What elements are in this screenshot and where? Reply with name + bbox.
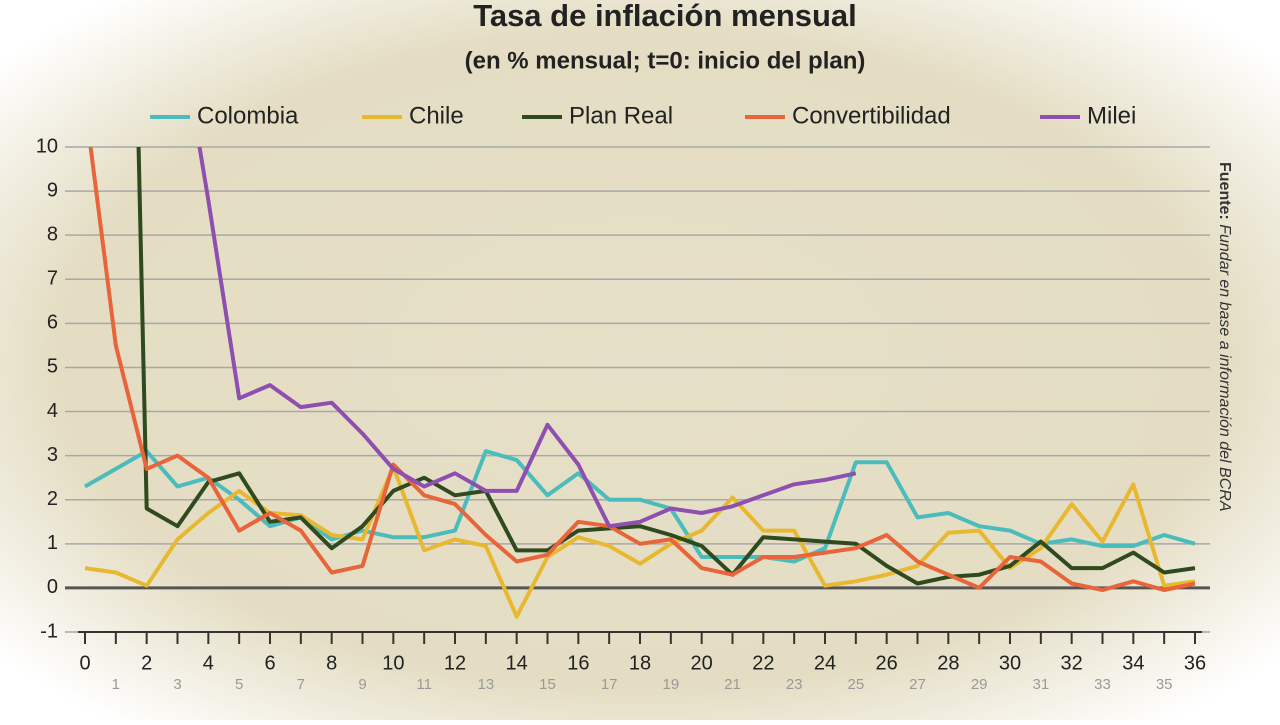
x-tick-label: 34	[1122, 652, 1144, 674]
x-tick-label: 6	[264, 652, 275, 674]
y-tick-label: 3	[47, 444, 58, 466]
plot-lines	[84, 147, 1196, 619]
y-tick-label: 1	[47, 532, 58, 554]
x-tick-label: 16	[567, 652, 589, 674]
x-tick-label: 32	[1061, 652, 1083, 674]
x-tick-label: 13	[477, 676, 494, 693]
x-tick-label: 17	[601, 676, 618, 693]
x-tick-label: 24	[814, 652, 836, 674]
source-text: Fundar en base a información del BCRA	[1216, 224, 1233, 511]
x-tick-label: 11	[416, 676, 432, 693]
x-tick-label: 4	[203, 652, 214, 674]
x-tick-label: 5	[235, 676, 243, 693]
axes: -101234567891001234567891011121314151617…	[36, 102, 1206, 693]
legend-label: Plan Real	[569, 102, 673, 129]
y-tick-label: 7	[47, 268, 58, 290]
x-tick-label: 36	[1184, 652, 1206, 674]
series-line	[197, 147, 857, 529]
x-tick-label: 12	[444, 652, 466, 674]
series-line	[88, 147, 1196, 593]
x-tick-label: 14	[506, 652, 528, 674]
x-tick-label: 27	[909, 676, 926, 693]
x-tick-label: 35	[1156, 676, 1173, 693]
x-tick-label: 20	[691, 652, 713, 674]
x-tick-label: 26	[876, 652, 898, 674]
x-tick-label: 1	[112, 676, 120, 693]
series-line	[136, 147, 1196, 586]
x-tick-label: 3	[173, 676, 181, 693]
legend-label: Convertibilidad	[792, 102, 951, 129]
x-tick-label: 9	[358, 676, 366, 693]
x-tick-label: 19	[662, 676, 679, 693]
y-tick-label: 2	[47, 488, 58, 510]
y-tick-label: 4	[47, 400, 58, 422]
x-tick-label: 25	[847, 676, 864, 693]
x-tick-label: 15	[539, 676, 556, 693]
y-tick-label: -1	[40, 620, 58, 642]
x-tick-label: 28	[937, 652, 959, 674]
source-label: Fuente:	[1216, 162, 1233, 220]
series-line	[84, 449, 1196, 564]
x-tick-label: 8	[326, 652, 337, 674]
source-note: Fuente: Fundar en base a información del…	[1216, 162, 1233, 512]
y-tick-label: 10	[36, 135, 58, 157]
x-tick-label: 0	[79, 652, 90, 674]
x-tick-label: 10	[382, 652, 404, 674]
x-tick-label: 7	[297, 676, 305, 693]
x-tick-label: 21	[724, 676, 741, 693]
x-tick-label: 30	[999, 652, 1021, 674]
y-tick-label: 0	[47, 576, 58, 598]
x-tick-label: 33	[1094, 676, 1111, 693]
x-tick-label: 23	[786, 676, 803, 693]
x-tick-label: 22	[752, 652, 774, 674]
x-tick-label: 2	[141, 652, 152, 674]
y-tick-label: 8	[47, 223, 58, 245]
chart-title: Tasa de inflación mensual	[473, 0, 857, 33]
x-tick-label: 29	[971, 676, 988, 693]
legend-label: Colombia	[197, 102, 299, 129]
legend-label: Chile	[409, 102, 464, 129]
y-tick-label: 5	[47, 356, 58, 378]
chart-subtitle: (en % mensual; t=0: inicio del plan)	[465, 47, 866, 74]
x-tick-label: 31	[1032, 676, 1049, 693]
x-tick-label: 18	[629, 652, 651, 674]
legend-label: Milei	[1087, 102, 1136, 129]
y-tick-label: 6	[47, 312, 58, 334]
y-tick-label: 9	[47, 179, 58, 201]
